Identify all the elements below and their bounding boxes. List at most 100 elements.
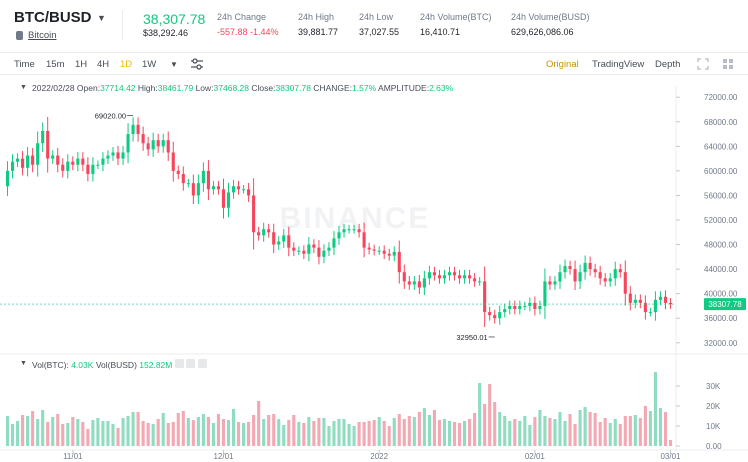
candle-body	[337, 232, 341, 239]
volume-close-icon[interactable]	[197, 359, 207, 368]
candle-body	[503, 309, 507, 313]
grid-layout-icon[interactable]	[722, 58, 734, 70]
volume-bar	[312, 421, 316, 446]
volume-bar	[81, 422, 85, 446]
tab-tradingview[interactable]: TradingView	[592, 59, 645, 70]
coin-link[interactable]: Bitcoin	[28, 30, 57, 41]
candle-body	[613, 269, 617, 279]
volume-bar	[452, 422, 457, 446]
volume-hide-icon[interactable]	[186, 359, 196, 368]
volume-bar	[598, 422, 602, 446]
volume-bar	[387, 426, 391, 446]
volume-bar	[402, 419, 406, 446]
candle-body	[176, 170, 180, 174]
volume-bar	[327, 426, 331, 446]
candle-body	[608, 278, 612, 282]
more-intervals-icon[interactable]: ▼	[170, 60, 178, 69]
candle-body	[578, 272, 582, 282]
candle-body	[392, 251, 396, 256]
volume-bar	[483, 404, 487, 446]
candle-body	[216, 186, 221, 190]
volume-bar	[488, 384, 492, 446]
price-tick-label: 36000.00	[704, 314, 738, 323]
candle-body	[533, 302, 537, 310]
tab-depth[interactable]: Depth	[655, 59, 681, 70]
vol-btc-value: 4.03K	[71, 360, 94, 370]
candle-body	[327, 247, 331, 251]
candle-body	[468, 275, 472, 279]
stat-label-high: 24h High	[298, 12, 335, 22]
candle-body	[513, 305, 517, 310]
tab-4h[interactable]: 4H	[97, 59, 110, 70]
chevron-down-icon[interactable]: ▼	[97, 13, 106, 23]
last-price-label: 38307.78	[708, 300, 742, 309]
candle-body	[593, 269, 597, 273]
ohlc-high: 38461.79	[157, 83, 194, 93]
tab-original[interactable]: Original	[546, 59, 579, 70]
volume-bar	[478, 383, 482, 446]
candle-body	[126, 134, 130, 153]
volume-bar	[86, 429, 90, 446]
last-price-tag	[704, 298, 746, 311]
candle-body	[588, 262, 592, 270]
tab-15m[interactable]: 15m	[46, 59, 65, 70]
tab-1h[interactable]: 1H	[75, 59, 88, 70]
time-tick-label: 11/01	[63, 452, 83, 461]
volume-collapse-icon[interactable]: ▼	[20, 360, 27, 367]
volume-bar	[156, 419, 160, 446]
volume-bar	[528, 425, 532, 446]
candle-body	[186, 183, 190, 185]
tab-1d[interactable]: 1D	[120, 59, 133, 70]
volume-bar	[407, 416, 411, 446]
candle-body	[146, 143, 150, 150]
collapse-caret-icon[interactable]: ▼	[20, 84, 27, 91]
candle-body	[638, 299, 642, 303]
candle-body	[422, 278, 426, 288]
candle-body	[347, 229, 351, 231]
candle-body	[211, 186, 215, 190]
settings-sliders-icon[interactable]	[190, 58, 204, 70]
candle-body	[86, 164, 90, 174]
volume-bar	[332, 421, 336, 446]
price-tick-label: 56000.00	[704, 191, 738, 200]
time-tick-label: 2022	[370, 452, 388, 461]
candle-body	[342, 229, 346, 233]
volume-bar	[553, 419, 557, 446]
volume-bar	[643, 406, 647, 446]
ohlc-amplitude-label: AMPLITUDE:	[378, 83, 430, 93]
candle-body	[26, 155, 30, 168]
volume-bar	[503, 416, 507, 446]
volume-bar	[392, 418, 396, 446]
candle-body	[277, 241, 281, 245]
volume-bar	[31, 411, 35, 446]
volume-bar	[131, 412, 135, 446]
volume-bar	[633, 415, 637, 446]
stat-label-change: 24h Change	[217, 12, 267, 22]
tab-1w[interactable]: 1W	[142, 59, 157, 70]
volume-bar	[171, 422, 175, 446]
candle-body	[493, 315, 497, 319]
expand-icon[interactable]	[697, 58, 709, 70]
volume-bar	[262, 419, 266, 446]
volume-bar	[442, 419, 447, 446]
ohlc-low-label: Low:	[195, 83, 214, 93]
candle-body	[141, 134, 145, 144]
pair-title[interactable]: BTC/BUSD	[14, 9, 92, 26]
candle-body	[297, 250, 301, 252]
volume-settings-icon[interactable]	[174, 359, 184, 368]
candle-body	[10, 161, 15, 171]
candle-body	[498, 312, 502, 319]
toolbar-top-divider	[0, 52, 748, 53]
candle-body	[76, 158, 80, 165]
volume-bar	[618, 424, 622, 446]
volume-bar	[362, 422, 366, 446]
candle-body	[166, 140, 170, 153]
volume-bar	[302, 423, 306, 446]
volume-bar	[432, 410, 436, 446]
volume-bar	[307, 417, 311, 446]
candle-body	[488, 312, 492, 316]
volume-bar	[242, 423, 246, 446]
volume-bar	[463, 421, 467, 446]
